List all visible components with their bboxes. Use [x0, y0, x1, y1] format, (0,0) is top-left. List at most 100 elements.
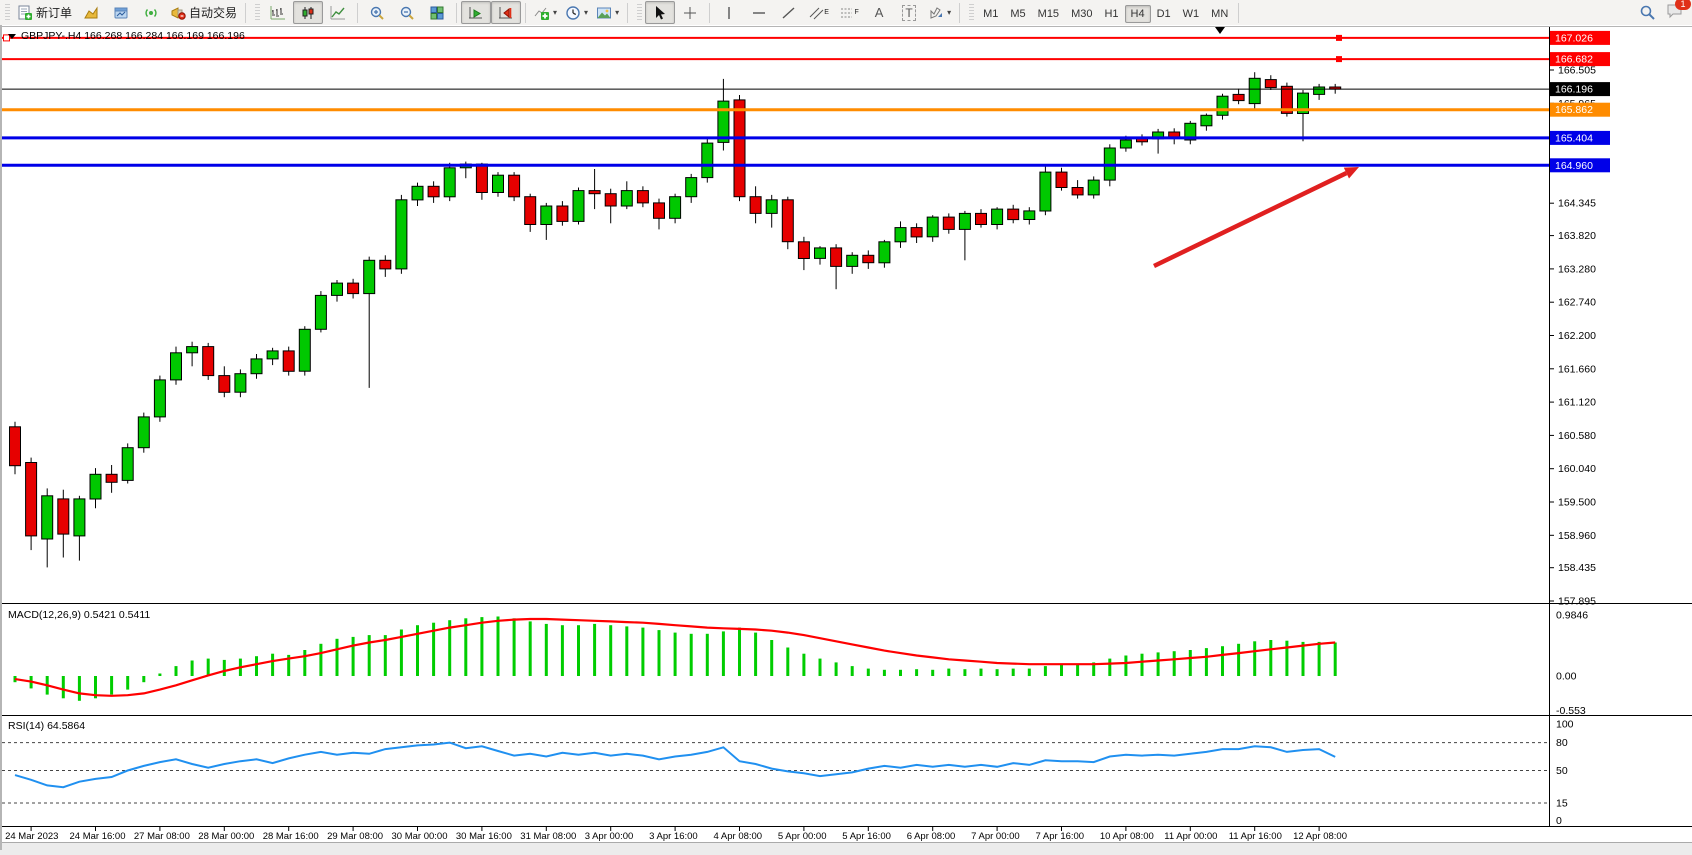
line-chart-type-button[interactable]: [323, 1, 353, 24]
fibonacci-label: F: [854, 9, 859, 16]
svg-text:11 Apr 16:00: 11 Apr 16:00: [1229, 831, 1282, 842]
svg-text:31 Mar 08:00: 31 Mar 08:00: [520, 831, 576, 842]
svg-text:30 Mar 16:00: 30 Mar 16:00: [456, 831, 512, 842]
notifications-button[interactable]: 1: [1666, 0, 1691, 22]
horizontal-line-tool-button[interactable]: [744, 1, 774, 24]
svg-text:24 Mar 16:00: 24 Mar 16:00: [70, 831, 126, 842]
channel-icon: [809, 7, 824, 19]
svg-text:167.026: 167.026: [1555, 32, 1593, 44]
rsi-label: RSI(14) 64.5864: [8, 720, 85, 732]
new-chart-button[interactable]: [76, 1, 106, 24]
horizontal-line-icon: [753, 11, 766, 14]
zoom-in-icon: [370, 6, 384, 20]
profiles-icon: [114, 7, 128, 18]
svg-text:24 Mar 2023: 24 Mar 2023: [5, 831, 58, 842]
svg-text:0: 0: [1556, 815, 1562, 827]
autotrading-button[interactable]: 自动交易: [166, 1, 241, 24]
arrows-icon: [930, 6, 943, 19]
svg-text:11 Apr 00:00: 11 Apr 00:00: [1164, 831, 1217, 842]
svg-text:15: 15: [1556, 798, 1568, 810]
autotrading-icon: [171, 6, 186, 20]
cursor-icon: [656, 5, 666, 19]
zoom-in-button[interactable]: [362, 1, 392, 24]
svg-text:27 Mar 08:00: 27 Mar 08:00: [134, 831, 190, 842]
symbol-dropdown-icon: [8, 34, 16, 39]
periods-caret-icon: ▾: [584, 8, 589, 17]
indicators-button[interactable]: ▾: [530, 1, 561, 24]
candles-chart-type-button[interactable]: [293, 1, 324, 24]
horizontal-line-objects[interactable]: [2, 34, 1549, 167]
cursor-tool-button[interactable]: [645, 1, 676, 24]
day-marker-icon: [1215, 27, 1225, 34]
svg-text:28 Mar 00:00: 28 Mar 00:00: [198, 831, 254, 842]
svg-text:163.280: 163.280: [1558, 263, 1596, 275]
bar-chart-type-icon: [270, 5, 286, 19]
search-icon[interactable]: [1639, 4, 1656, 21]
arrows-tool-button[interactable]: ▾: [924, 1, 955, 24]
vertical-line-tool-button[interactable]: [714, 1, 744, 24]
timeframe-m5-button[interactable]: M5: [1010, 7, 1026, 20]
fibonacci-icon: [841, 8, 853, 17]
timeframe-mn-button[interactable]: MN: [1211, 7, 1229, 20]
timeframe-d1-button[interactable]: D1: [1156, 7, 1171, 20]
svg-text:6 Apr 08:00: 6 Apr 08:00: [907, 831, 956, 842]
trendline-tool-button[interactable]: [774, 1, 804, 24]
svg-text:163.820: 163.820: [1558, 230, 1596, 242]
autotrading-label: 自动交易: [189, 6, 238, 20]
text-label-tool-button[interactable]: T: [894, 1, 924, 24]
timeframe-w1-button[interactable]: W1: [1182, 7, 1200, 20]
tile-windows-icon: [430, 6, 444, 19]
timeframe-m1-button[interactable]: M1: [983, 7, 999, 20]
svg-text:4 Apr 08:00: 4 Apr 08:00: [714, 831, 763, 842]
templates-icon: [597, 7, 612, 18]
templates-caret-icon: ▾: [615, 8, 620, 17]
text-tool-icon: A: [874, 5, 884, 20]
svg-text:161.120: 161.120: [1558, 397, 1596, 409]
timeframe-h1-button[interactable]: H1: [1104, 7, 1119, 20]
signals-button[interactable]: [136, 1, 166, 24]
svg-text:164.345: 164.345: [1558, 198, 1596, 210]
channel-tool-button[interactable]: E: [804, 1, 834, 24]
timeframe-bar: M1 M5 M15 M30 H1 H4 D1 W1 MN: [977, 4, 1234, 23]
svg-text:162.200: 162.200: [1558, 330, 1596, 342]
svg-text:0.00: 0.00: [1556, 671, 1577, 683]
chart-title: GBPJPY-.H4 166.268 166.284 166.169 166.1…: [8, 30, 245, 42]
macd-label: MACD(12,26,9) 0.5421 0.5411: [8, 609, 150, 621]
toolbar-grip[interactable]: [5, 3, 10, 22]
date-axis[interactable]: 24 Mar 2023 24 Mar 16:00 27 Mar 08:00 28 Ma…: [5, 827, 1347, 842]
zoom-out-icon: [400, 6, 414, 20]
bar-chart-type-button[interactable]: [263, 1, 293, 24]
svg-text:166.505: 166.505: [1558, 65, 1596, 77]
crosshair-tool-button[interactable]: [675, 1, 705, 24]
fibonacci-tool-button[interactable]: F: [834, 1, 864, 24]
svg-text:-0.553: -0.553: [1556, 705, 1586, 717]
svg-text:3 Apr 00:00: 3 Apr 00:00: [585, 831, 634, 842]
timeframe-m30-button[interactable]: M30: [1071, 7, 1093, 20]
indicators-icon: [534, 7, 550, 20]
svg-text:3 Apr 16:00: 3 Apr 16:00: [649, 831, 698, 842]
timeframe-h4-button[interactable]: H4: [1124, 4, 1151, 23]
svg-text:28 Mar 16:00: 28 Mar 16:00: [263, 831, 319, 842]
new-order-button[interactable]: 新订单: [13, 1, 76, 24]
periods-clock-icon: [566, 5, 580, 20]
svg-text:GBPJPY-.H4 166.268 166.284 16: GBPJPY-.H4 166.268 166.284 166.169 166.1…: [21, 30, 245, 42]
profiles-button[interactable]: [106, 1, 136, 24]
channel-label: E: [824, 9, 829, 16]
tile-windows-button[interactable]: [422, 1, 452, 24]
auto-scroll-button[interactable]: [461, 1, 492, 24]
templates-button[interactable]: ▾: [592, 1, 623, 24]
zoom-out-button[interactable]: [392, 1, 422, 24]
chart-window[interactable]: GBPJPY-.H4 166.268 166.284 166.169 166.1…: [0, 25, 1692, 850]
trend-arrow-object[interactable]: [1153, 167, 1359, 269]
chart-shift-button[interactable]: [491, 1, 522, 24]
chart-canvas[interactable]: GBPJPY-.H4 166.268 166.284 166.169 166.1…: [2, 25, 1692, 850]
timeframe-m15-button[interactable]: M15: [1037, 7, 1060, 20]
trendline-icon: [782, 6, 795, 19]
svg-text:158.960: 158.960: [1558, 530, 1596, 542]
svg-text:161.660: 161.660: [1558, 363, 1596, 375]
svg-text:5 Apr 16:00: 5 Apr 16:00: [842, 831, 891, 842]
periods-button[interactable]: ▾: [561, 1, 592, 24]
candles: [9, 72, 1342, 568]
text-tool-button[interactable]: A: [864, 1, 894, 24]
price-axis[interactable]: 166.505165.965164.345163.820163.280162.7…: [1549, 30, 1610, 608]
